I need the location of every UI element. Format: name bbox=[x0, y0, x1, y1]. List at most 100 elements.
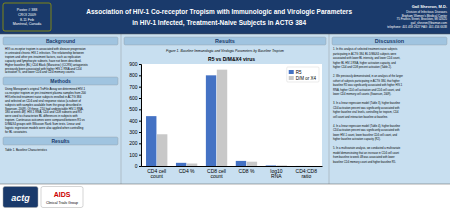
bar bbox=[217, 70, 227, 166]
x-tick: log10RNA bbox=[270, 168, 282, 180]
y-tick-label: 400 bbox=[129, 118, 138, 124]
text-line: RNA, higher CD4 cell activation and CD4 … bbox=[333, 88, 401, 92]
y-tick-mark bbox=[139, 75, 141, 76]
y-tick-label: 900 bbox=[129, 61, 138, 67]
text-line: from baseline to week 48 was associated … bbox=[333, 155, 395, 159]
x-tick-label: CD4 cellcount bbox=[147, 168, 166, 180]
section-title: Background bbox=[46, 38, 75, 44]
logo-box bbox=[3, 187, 38, 208]
y-tick-label: 100 bbox=[129, 152, 138, 158]
y-tick-mark bbox=[139, 132, 141, 133]
y-tick: 100 bbox=[129, 152, 141, 158]
legend-swatch bbox=[289, 76, 294, 80]
y-tick-label: 600 bbox=[129, 95, 138, 101]
plot-background bbox=[141, 64, 322, 166]
section-text: HIV co-receptor tropism is associated wi… bbox=[5, 47, 88, 74]
y-tick-mark bbox=[139, 166, 141, 167]
contact-info: Division of Infectious DiseasesBrigham W… bbox=[387, 10, 447, 29]
text-line: Gail Shevron, M.D. bbox=[412, 4, 447, 9]
text-line: 4. In a linear regression model (Table 4… bbox=[333, 124, 401, 128]
section-text: Table 1. Baseline Characteristics bbox=[5, 148, 47, 152]
x-tick: CD8 % bbox=[239, 168, 255, 174]
column-separator bbox=[329, 34, 330, 184]
section-text: 1. In this analysis of selected treatmen… bbox=[333, 47, 403, 164]
y-tick-label: 300 bbox=[129, 129, 138, 135]
x-tick-label: log10RNA bbox=[270, 168, 282, 180]
y-tick: 0 bbox=[135, 163, 141, 169]
section-header-box bbox=[3, 77, 118, 85]
bars bbox=[146, 70, 317, 166]
chart-title: R5 vs D/M&X4 virus bbox=[208, 56, 255, 62]
title: Association of HIV-1 Co-receptor Tropism… bbox=[86, 8, 352, 16]
text-line: 2. We previously demonstrated, in an ana… bbox=[333, 74, 403, 78]
y-tick-mark bbox=[139, 64, 141, 65]
text-line: 5. In a multivariate analysis, we conduc… bbox=[333, 146, 401, 150]
column-background bbox=[329, 34, 450, 184]
text-line: baseline CD4 memory count and higher bas… bbox=[333, 160, 396, 164]
x-tick-label: CD8 % bbox=[239, 168, 255, 174]
bar bbox=[247, 162, 257, 166]
section-header-box bbox=[3, 37, 118, 45]
y-tick: 300 bbox=[129, 129, 141, 135]
x-tick-label: CD4 % bbox=[179, 168, 195, 174]
figure-title: Figure 1. Baseline Immunologic and Virol… bbox=[166, 49, 284, 53]
bar bbox=[307, 165, 317, 166]
section-header-box bbox=[3, 137, 118, 145]
x-tick: CD4:CD8ratio bbox=[296, 168, 318, 180]
text-line: telephone: 401 459 2627 FAX: 401 456 663… bbox=[387, 25, 447, 29]
y-tick-mark bbox=[139, 87, 141, 88]
text-line: CD4 % bbox=[179, 168, 195, 174]
text-line: count bbox=[151, 173, 164, 179]
text-line: CD4 activation percent was significantly… bbox=[333, 128, 400, 132]
y-tick: 800 bbox=[129, 72, 141, 78]
page-background bbox=[0, 0, 450, 210]
bar bbox=[277, 165, 287, 166]
text-line: ratio bbox=[301, 173, 311, 179]
contact: Gail Shevron, M.D.Division of Infectious… bbox=[387, 4, 447, 29]
text-line: associated with lower BL intensity, and … bbox=[333, 56, 400, 60]
x-tick: CD4 % bbox=[179, 168, 195, 174]
text-line: 1. In this analysis of selected treatmen… bbox=[333, 47, 398, 51]
y-tick-label: 700 bbox=[129, 84, 138, 90]
text-line: CD8 % bbox=[239, 168, 255, 174]
y-tick-mark bbox=[139, 98, 141, 99]
text-line: participating in ACTG 384, BL D/M&X4 sub… bbox=[333, 52, 397, 56]
poster-info: Poster # 388CROI 20098-11 FebMontreal, C… bbox=[13, 8, 42, 26]
text-line: model demonstrating that an increase in … bbox=[333, 151, 399, 155]
x-tick-label: CD4:CD8ratio bbox=[296, 168, 318, 180]
bar-series bbox=[157, 70, 317, 166]
poster-info-box bbox=[3, 3, 51, 31]
section-title: Results bbox=[51, 138, 69, 144]
x-tick: CD4 cellcount bbox=[147, 168, 166, 180]
text-line: higher CD4 and CD8 percent activation (T… bbox=[333, 65, 392, 69]
y-tick: 400 bbox=[129, 118, 141, 124]
y-tick: 900 bbox=[129, 61, 141, 67]
section-text: Using Monogram's original TroFile Assay … bbox=[5, 87, 86, 134]
text-line: for BL covariates. bbox=[5, 130, 28, 134]
y-axis-line bbox=[139, 65, 142, 167]
text-line: higher baseline viral levels, controllin… bbox=[333, 110, 399, 114]
y-tick-label: 200 bbox=[129, 140, 138, 146]
section-title: Results bbox=[215, 38, 235, 44]
column-separator bbox=[121, 34, 122, 184]
y-tick: 500 bbox=[129, 106, 141, 112]
y-tick-label: 0 bbox=[135, 163, 138, 169]
text-line: RNA bbox=[271, 173, 282, 179]
logo-text: actg bbox=[11, 193, 30, 203]
text-line: CROI 2009 bbox=[18, 13, 36, 17]
text-line: 8-11 Feb bbox=[20, 18, 34, 22]
logo-box bbox=[41, 187, 83, 208]
text-line: Montreal, Canada bbox=[13, 22, 42, 26]
poster: Poster # 388CROI 20098-11 FebMontreal, C… bbox=[0, 0, 450, 210]
text-line: higher baseline activation capacity (R2)… bbox=[333, 137, 381, 141]
text-line: count bbox=[210, 173, 223, 179]
chart: R5 vs D/M&X4 virus 0 100 200 300 400 500 600 700… bbox=[129, 56, 322, 179]
x-axis: CD4 cellcountCD4 %CD8 cellcountCD8 %log1… bbox=[142, 167, 323, 180]
footer-background bbox=[0, 184, 450, 210]
text-line: Table 1. Baseline Characteristics bbox=[5, 148, 47, 152]
section-header-box bbox=[332, 37, 447, 45]
legend-swatch bbox=[289, 70, 294, 74]
text-line: Poster # 388 bbox=[17, 8, 37, 12]
text-line: activation %, and lower CD4 and CD4 memo… bbox=[5, 70, 75, 74]
bar bbox=[266, 165, 276, 166]
